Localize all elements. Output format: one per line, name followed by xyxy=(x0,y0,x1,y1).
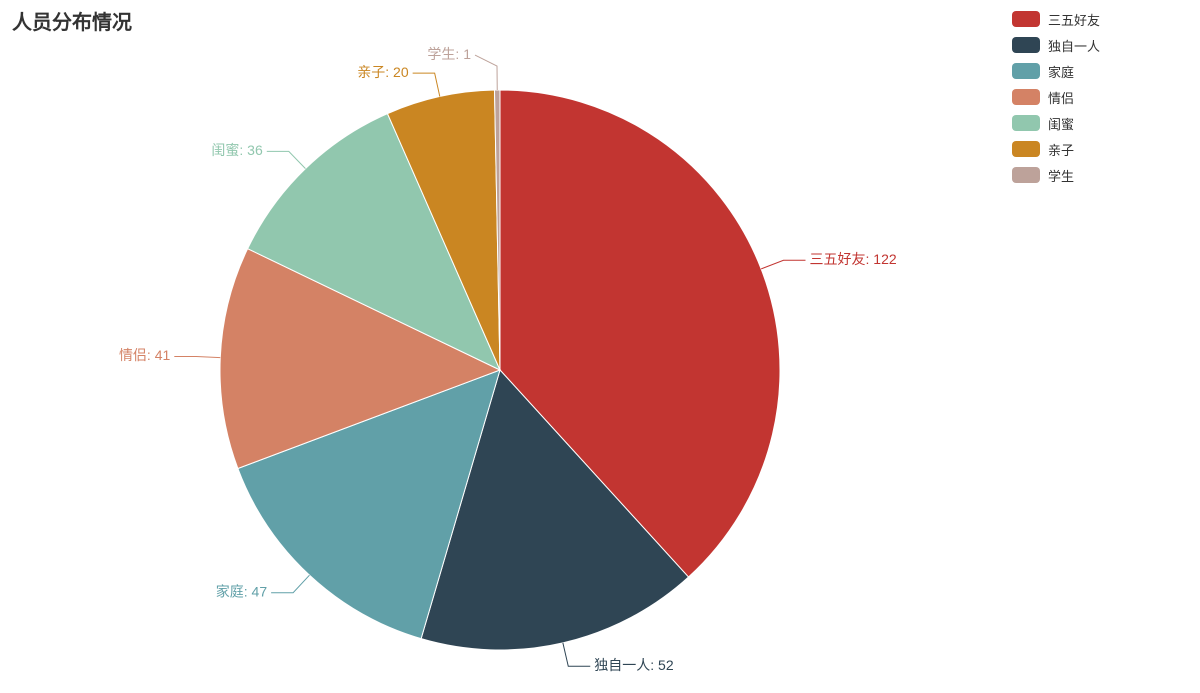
legend-swatch xyxy=(1012,63,1040,79)
legend-item[interactable]: 亲子 xyxy=(1012,136,1100,162)
slice-leader xyxy=(271,575,309,593)
legend-label: 闺蜜 xyxy=(1048,114,1074,133)
chart-title: 人员分布情况 xyxy=(12,6,132,35)
slice-leader xyxy=(761,260,805,269)
slice-label: 家庭: 47 xyxy=(216,583,268,599)
slice-leader xyxy=(413,73,440,96)
legend-item[interactable]: 闺蜜 xyxy=(1012,110,1100,136)
slice-label: 独自一人: 52 xyxy=(594,657,674,673)
slice-leader xyxy=(563,643,590,666)
slice-leader xyxy=(174,357,220,358)
slice-label: 闺蜜: 36 xyxy=(211,142,263,158)
legend-label: 家庭 xyxy=(1048,62,1074,81)
legend-label: 学生 xyxy=(1048,166,1074,185)
legend-label: 独自一人 xyxy=(1048,36,1100,55)
legend-label: 情侣 xyxy=(1048,88,1074,107)
slice-label: 学生: 1 xyxy=(427,46,471,62)
legend-item[interactable]: 情侣 xyxy=(1012,84,1100,110)
legend-swatch xyxy=(1012,11,1040,27)
legend-item[interactable]: 学生 xyxy=(1012,162,1100,188)
legend-swatch xyxy=(1012,89,1040,105)
legend-swatch xyxy=(1012,37,1040,53)
slice-label: 亲子: 20 xyxy=(357,64,409,80)
legend-label: 亲子 xyxy=(1048,140,1074,159)
legend-label: 三五好友 xyxy=(1048,10,1100,29)
legend-swatch xyxy=(1012,167,1040,183)
legend-item[interactable]: 三五好友 xyxy=(1012,6,1100,32)
slice-leader xyxy=(267,151,306,168)
slice-label: 情侣: 41 xyxy=(119,347,171,363)
legend-item[interactable]: 独自一人 xyxy=(1012,32,1100,58)
legend: 三五好友独自一人家庭情侣闺蜜亲子学生 xyxy=(1012,6,1100,188)
legend-item[interactable]: 家庭 xyxy=(1012,58,1100,84)
slice-leader xyxy=(475,55,497,90)
legend-swatch xyxy=(1012,115,1040,131)
legend-swatch xyxy=(1012,141,1040,157)
slice-label: 三五好友: 122 xyxy=(810,251,897,267)
